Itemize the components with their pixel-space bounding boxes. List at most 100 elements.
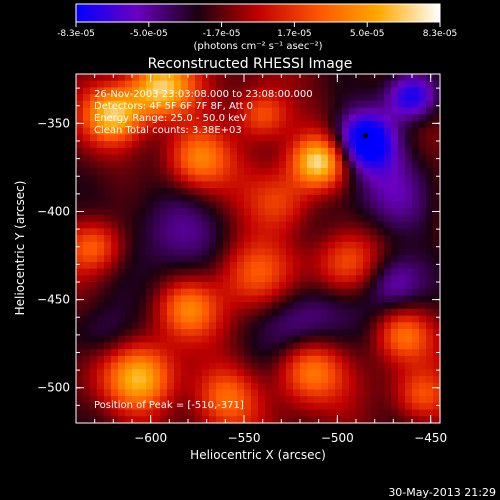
heatmap-cell xyxy=(188,141,196,149)
heatmap-cell xyxy=(321,127,329,135)
heatmap-cell xyxy=(419,322,427,330)
heatmap-cell xyxy=(118,248,126,256)
plot-frame xyxy=(75,73,441,424)
heatmap-cell xyxy=(174,382,182,391)
heatmap-cell xyxy=(314,194,322,203)
heatmap-cell xyxy=(160,235,168,243)
heatmap-cell xyxy=(328,248,336,256)
heatmap-cell xyxy=(356,241,364,250)
heatmap-cell xyxy=(377,100,385,109)
heatmap-cell xyxy=(202,107,210,115)
heatmap-cell xyxy=(188,362,196,370)
heatmap-cell xyxy=(293,188,301,196)
heatmap-cell xyxy=(286,167,294,176)
heatmap-cell xyxy=(335,181,343,189)
heatmap-cell xyxy=(426,134,434,142)
heatmap-cell xyxy=(321,389,329,397)
annotation-line: Clean Total counts: 3.38E+03 xyxy=(94,125,242,136)
heatmap-cell xyxy=(279,288,287,297)
heatmap-cell xyxy=(76,382,84,391)
heatmap-cell xyxy=(146,382,154,391)
heatmap-cell xyxy=(307,389,315,397)
heatmap-cell xyxy=(237,369,245,377)
heatmap-cell xyxy=(132,120,140,129)
heatmap-cell xyxy=(76,228,84,236)
heatmap-cell xyxy=(412,107,420,115)
heatmap-cell xyxy=(286,80,294,89)
heatmap-cell xyxy=(419,409,427,417)
heatmap-cell xyxy=(349,295,357,303)
heatmap-cell xyxy=(104,228,112,236)
heatmap-cell xyxy=(433,194,441,203)
heatmap-cell xyxy=(314,235,322,243)
heatmap-cell xyxy=(335,74,343,82)
heatmap-cell xyxy=(118,396,126,404)
heatmap-cell xyxy=(398,241,406,250)
heatmap-cell xyxy=(321,147,329,156)
heatmap-cell xyxy=(419,282,427,290)
heatmap-cell xyxy=(286,409,294,417)
heatmap-cell xyxy=(83,107,91,115)
heatmap-cell xyxy=(195,194,203,203)
heatmap-cell xyxy=(195,402,203,411)
heatmap-cell xyxy=(349,100,357,109)
heatmap-cell xyxy=(279,396,287,404)
heatmap-cell xyxy=(433,275,441,283)
heatmap-cell xyxy=(104,194,112,203)
heatmap-cell xyxy=(167,181,175,189)
heatmap-cell xyxy=(405,308,413,317)
heatmap-cell xyxy=(349,174,357,182)
heatmap-cell xyxy=(300,208,308,216)
heatmap-cell xyxy=(181,396,189,404)
heatmap-cell xyxy=(328,295,336,303)
heatmap-cell xyxy=(167,329,175,337)
heatmap-cell xyxy=(370,282,378,290)
heatmap-cell xyxy=(321,362,329,370)
heatmap-cell xyxy=(125,255,133,263)
heatmap-cell xyxy=(139,268,147,276)
heatmap-cell xyxy=(104,355,112,364)
heatmap-cell xyxy=(405,174,413,182)
heatmap-cell xyxy=(293,402,301,411)
heatmap-cell xyxy=(363,255,371,263)
heatmap-cell xyxy=(300,161,308,169)
heatmap-cell xyxy=(244,288,252,297)
heatmap-cell xyxy=(230,308,238,317)
heatmap-cell xyxy=(97,282,105,290)
heatmap-cell xyxy=(286,94,294,102)
heatmap-cell xyxy=(83,114,91,122)
heatmap-cell xyxy=(125,329,133,337)
heatmap-cell xyxy=(146,141,154,149)
heatmap-cell xyxy=(202,402,210,411)
heatmap-cell xyxy=(188,228,196,236)
heatmap-cell xyxy=(314,114,322,122)
heatmap-cell xyxy=(153,315,161,323)
heatmap-cell xyxy=(223,188,231,196)
heatmap-cell xyxy=(181,241,189,250)
heatmap-cell xyxy=(223,396,231,404)
heatmap-cell xyxy=(160,335,168,344)
heatmap-cell xyxy=(293,362,301,370)
heatmap-cell xyxy=(307,228,315,236)
heatmap-cell xyxy=(111,107,119,115)
heatmap-cell xyxy=(321,302,329,310)
heatmap-cell xyxy=(279,402,287,411)
heatmap-cell xyxy=(118,228,126,236)
heatmap-cell xyxy=(83,248,91,256)
heatmap-cell xyxy=(370,235,378,243)
heatmap-cell xyxy=(321,376,329,384)
heatmap-cell xyxy=(216,382,224,391)
heatmap-cell xyxy=(412,235,420,243)
heatmap-cell xyxy=(384,241,392,250)
heatmap-cell xyxy=(244,255,252,263)
heatmap-cell xyxy=(377,329,385,337)
heatmap-cell xyxy=(419,329,427,337)
heatmap-cell xyxy=(167,295,175,303)
heatmap-cell xyxy=(244,74,252,82)
heatmap-cell xyxy=(272,302,280,310)
heatmap-cell xyxy=(244,282,252,290)
heatmap-cell xyxy=(384,288,392,297)
heatmap-cell xyxy=(146,308,154,317)
heatmap-cell xyxy=(307,402,315,411)
heatmap-cell xyxy=(237,188,245,196)
